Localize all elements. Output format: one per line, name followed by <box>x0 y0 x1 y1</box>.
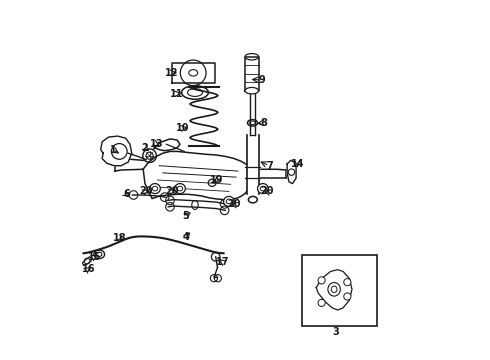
Text: 20: 20 <box>260 186 274 197</box>
Polygon shape <box>82 257 92 265</box>
Text: 18: 18 <box>112 233 126 243</box>
Text: 13: 13 <box>149 139 163 149</box>
Text: 2: 2 <box>142 143 148 153</box>
Bar <box>302 255 377 327</box>
Circle shape <box>318 277 325 284</box>
Ellipse shape <box>245 87 259 94</box>
Text: 20: 20 <box>139 186 152 197</box>
Circle shape <box>344 279 351 286</box>
Text: 12: 12 <box>165 68 178 78</box>
Ellipse shape <box>258 184 268 194</box>
Text: 19: 19 <box>210 175 223 185</box>
Text: 1: 1 <box>109 145 116 155</box>
Text: 17: 17 <box>216 257 230 267</box>
Text: 16: 16 <box>82 264 95 274</box>
Text: 15: 15 <box>88 252 101 262</box>
Polygon shape <box>249 66 255 135</box>
Polygon shape <box>316 270 352 310</box>
Polygon shape <box>100 136 132 166</box>
Circle shape <box>344 293 351 300</box>
Text: 14: 14 <box>291 159 304 169</box>
Text: 5: 5 <box>183 211 190 221</box>
Polygon shape <box>247 135 259 194</box>
Text: 7: 7 <box>266 161 272 171</box>
Text: 20: 20 <box>227 199 241 209</box>
Text: 3: 3 <box>333 327 340 337</box>
Polygon shape <box>154 139 180 151</box>
Text: 20: 20 <box>165 186 178 197</box>
Text: 11: 11 <box>171 89 184 99</box>
Text: 6: 6 <box>123 189 130 199</box>
Ellipse shape <box>223 197 234 206</box>
Text: 8: 8 <box>260 118 267 128</box>
Ellipse shape <box>149 184 160 194</box>
Text: 9: 9 <box>258 75 265 85</box>
Polygon shape <box>143 152 256 200</box>
Circle shape <box>318 299 325 306</box>
Text: 4: 4 <box>183 232 190 242</box>
Polygon shape <box>287 160 296 184</box>
Ellipse shape <box>174 184 185 194</box>
Text: 10: 10 <box>176 123 189 133</box>
Polygon shape <box>172 63 215 83</box>
Polygon shape <box>245 57 259 91</box>
